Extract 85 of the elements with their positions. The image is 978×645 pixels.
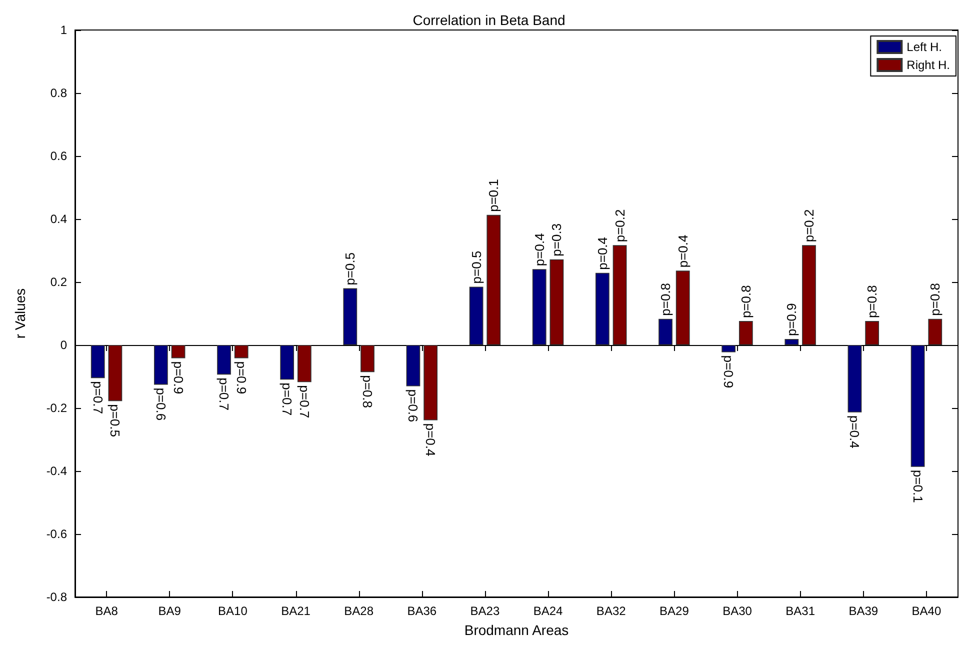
annotation: p=0.9	[784, 303, 800, 336]
bar	[738, 321, 753, 345]
y-tick-label: 0.8	[50, 86, 68, 100]
y-tick-label: 0.6	[50, 149, 68, 163]
x-tick-label: BA10	[218, 604, 248, 618]
y-tick-label: -0.4	[46, 464, 68, 478]
bar	[910, 345, 925, 467]
y-tick-label: 0.2	[50, 275, 68, 289]
annotation: p=0.2	[612, 209, 628, 242]
bar	[280, 345, 294, 380]
x-tick-label: BA28	[344, 604, 374, 618]
y-tick-label: 1	[60, 23, 68, 37]
chart-title: Correlation in Beta Band	[412, 12, 566, 28]
bar	[424, 345, 438, 420]
annotation: p=0.7	[280, 382, 295, 416]
y-tick-label: -0.6	[46, 527, 68, 541]
legend-label: Left H.	[906, 40, 942, 54]
annotation: p=0.5	[108, 404, 123, 437]
bar	[848, 345, 862, 412]
bar	[722, 345, 736, 352]
x-axis-title: Brodmann Areas	[464, 622, 569, 638]
annotation: p=0.1	[910, 470, 926, 503]
bar	[297, 345, 312, 382]
annotation: p=0.7	[296, 385, 312, 418]
annotation: p=0.8	[658, 282, 674, 316]
bar	[217, 345, 231, 375]
annotation: p=0.5	[468, 250, 484, 284]
annotation: p=0.4	[847, 415, 862, 448]
bar	[171, 345, 186, 358]
annotation: p=0.4	[423, 423, 438, 456]
x-tick-label: BA23	[470, 604, 500, 618]
bar	[550, 259, 564, 345]
x-tick-label: BA40	[912, 604, 942, 618]
x-tick-label: BA8	[95, 604, 118, 618]
bar	[865, 321, 880, 345]
bar	[90, 345, 105, 378]
x-tick-label: BA29	[660, 604, 690, 618]
x-tick-label: BA36	[407, 604, 437, 618]
annotation: p=0.7	[216, 378, 232, 411]
annotation: p=0.6	[153, 388, 168, 421]
bar	[343, 288, 358, 345]
y-tick-label: 0.4	[50, 212, 68, 226]
annotation: p=0.9	[170, 361, 186, 394]
bar	[108, 345, 122, 402]
bar	[469, 286, 484, 345]
bar	[658, 318, 672, 345]
bar	[406, 345, 420, 386]
bar	[486, 214, 501, 345]
y-axis-title: r Values	[12, 288, 28, 339]
x-tick-label: BA9	[158, 604, 182, 618]
annotation: p=0.6	[406, 389, 421, 422]
bar	[532, 269, 546, 345]
annotation: p=0.8	[738, 285, 754, 318]
annotation: p=0.7	[90, 381, 106, 414]
bar	[676, 270, 690, 345]
x-tick-label: BA39	[848, 604, 878, 618]
bar	[802, 245, 816, 345]
bar	[612, 245, 627, 345]
x-tick-label: BA24	[533, 604, 564, 618]
y-tick-label: -0.2	[46, 401, 68, 415]
legend-label: Right H.	[906, 58, 950, 72]
annotation: p=0.1	[486, 179, 502, 212]
bar	[154, 345, 168, 385]
bar	[360, 345, 374, 372]
annotation: p=0.8	[928, 282, 943, 316]
y-tick-label: -0.8	[46, 590, 68, 604]
x-tick-label: BA32	[596, 604, 626, 618]
annotation: p=0.8	[360, 375, 375, 408]
annotation: p=0.9	[721, 355, 736, 388]
annotation: p=0.3	[549, 223, 564, 256]
annotation: p=0.9	[234, 361, 249, 394]
annotation: p=0.2	[801, 209, 816, 242]
annotation: p=0.4	[532, 233, 547, 266]
bar	[234, 345, 248, 358]
bar	[784, 339, 799, 345]
annotation: p=0.4	[594, 236, 610, 270]
bar	[595, 272, 610, 345]
x-tick-label: BA31	[786, 604, 816, 618]
annotation: p=0.8	[864, 285, 880, 318]
x-tick-label: BA21	[281, 604, 311, 618]
y-tick-label: 0	[60, 338, 68, 352]
x-tick-label: BA30	[722, 604, 752, 618]
bar	[928, 318, 942, 345]
annotation: p=0.5	[342, 252, 358, 286]
annotation: p=0.4	[675, 234, 690, 268]
